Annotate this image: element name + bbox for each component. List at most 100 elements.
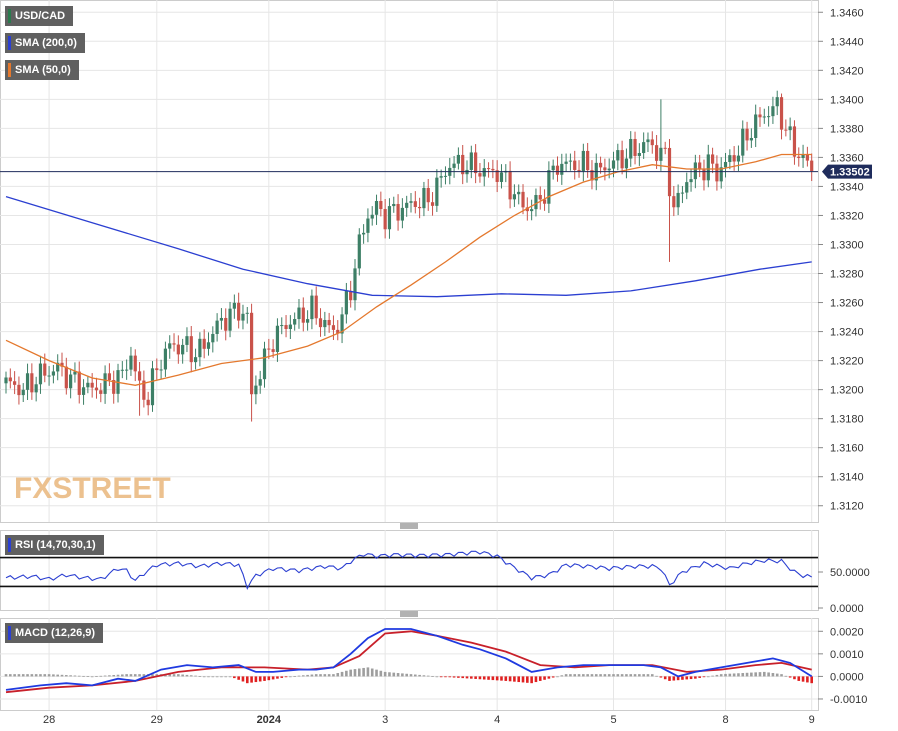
price-panel-frame bbox=[0, 0, 819, 523]
macd-hist-bar-neg bbox=[267, 676, 271, 681]
price-tick-label: 1.3440 bbox=[830, 36, 864, 48]
candle-bull bbox=[206, 342, 211, 349]
candle-bear bbox=[586, 150, 590, 171]
macd-hist-bar-pos bbox=[758, 672, 762, 677]
x-tick-label: 9 bbox=[809, 714, 815, 726]
macd-tick-label: -0.0010 bbox=[830, 694, 867, 706]
price-tick-label: 1.3200 bbox=[830, 385, 864, 397]
candle-bear bbox=[486, 168, 491, 170]
candle-bull bbox=[624, 158, 629, 169]
macd-hist-bar-pos bbox=[86, 676, 90, 677]
macd-hist-bar-pos bbox=[336, 673, 340, 677]
candle-bear bbox=[336, 329, 340, 334]
legend-usdcad[interactable]: USD/CAD bbox=[5, 6, 74, 26]
candle-bear bbox=[758, 114, 762, 118]
candle-bull bbox=[357, 234, 361, 269]
candle-bear bbox=[349, 290, 353, 301]
macd-hist-bar-pos bbox=[414, 674, 417, 677]
macd-hist-bar-neg bbox=[698, 676, 701, 678]
candle-bear bbox=[745, 128, 749, 141]
macd-hist-bar-neg bbox=[508, 676, 512, 682]
macd-signal-line bbox=[5, 630, 812, 694]
macd-hist-bar-pos bbox=[396, 673, 400, 677]
macd-hist-bar-neg bbox=[470, 676, 473, 679]
candle-bull bbox=[564, 161, 568, 164]
candle-bull bbox=[607, 168, 611, 171]
legend-sma200[interactable]: SMA (200,0) bbox=[5, 33, 85, 53]
sma50-line bbox=[5, 153, 812, 386]
legend-rsi[interactable]: RSI (14,70,30,1) bbox=[5, 535, 104, 555]
candle-bull bbox=[517, 191, 521, 195]
macd-hist-bar-pos bbox=[129, 674, 133, 677]
candle-bull bbox=[801, 154, 805, 159]
macd-hist-bar-pos bbox=[323, 674, 327, 677]
macd-hist-bar-pos bbox=[116, 674, 120, 677]
candle-bear bbox=[249, 312, 254, 395]
fxstreet-watermark: FXSTREET bbox=[14, 472, 171, 505]
legend-sma50[interactable]: SMA (50,0) bbox=[5, 60, 79, 80]
macd-hist-bar-pos bbox=[21, 674, 25, 677]
macd-hist-bar-pos bbox=[569, 674, 572, 677]
candle-bull bbox=[499, 172, 504, 182]
macd-hist-bar-pos bbox=[711, 675, 714, 677]
candle-bull bbox=[297, 307, 301, 320]
macd-hist-bar-pos bbox=[4, 674, 8, 677]
last-price-tag bbox=[822, 164, 872, 179]
macd-hist-bar-pos bbox=[556, 676, 559, 678]
macd-hist-bar-pos bbox=[207, 676, 210, 678]
candle-bear bbox=[779, 97, 784, 130]
candle-bull bbox=[400, 207, 404, 221]
macd-hist-bar-neg bbox=[685, 676, 689, 680]
candle-bull bbox=[767, 116, 771, 118]
macd-hist-bar-pos bbox=[108, 675, 111, 677]
price-tick-label: 1.3360 bbox=[830, 152, 864, 164]
macd-hist-bar-neg bbox=[676, 676, 680, 681]
candle-bull bbox=[38, 363, 43, 385]
macd-hist-bar-neg bbox=[254, 676, 258, 683]
macd-hist-bar-neg bbox=[534, 676, 538, 683]
candle-bull bbox=[228, 308, 232, 331]
macd-hist-bar-pos bbox=[99, 675, 103, 677]
macd-hist-bar-pos bbox=[754, 672, 757, 677]
macd-hist-bar-neg bbox=[271, 676, 275, 680]
macd-hist-bar-pos bbox=[220, 676, 223, 678]
macd-line bbox=[5, 628, 813, 691]
candle-bull bbox=[125, 369, 129, 371]
candle-bull bbox=[25, 373, 30, 390]
macd-hist-bar-pos bbox=[56, 674, 60, 677]
macd-hist-bar-pos bbox=[784, 675, 788, 677]
legend-usdcad-swatch bbox=[8, 9, 11, 23]
candle-bull bbox=[241, 313, 245, 321]
candle-bull bbox=[693, 162, 697, 180]
macd-hist-bar-neg bbox=[538, 676, 542, 681]
macd-hist-bar-neg bbox=[810, 676, 813, 684]
candle-bull bbox=[340, 314, 344, 334]
candle-bull bbox=[512, 194, 517, 200]
macd-hist-bar-neg bbox=[668, 676, 671, 681]
candle-bear bbox=[792, 126, 797, 157]
macd-hist-bar-pos bbox=[737, 673, 740, 677]
legend-macd[interactable]: MACD (12,26,9) bbox=[5, 623, 104, 643]
macd-hist-bar-pos bbox=[133, 674, 137, 677]
macd-hist-bar-pos bbox=[34, 674, 38, 677]
candle-bear bbox=[508, 170, 512, 200]
macd-hist-bar-pos bbox=[353, 669, 357, 677]
macd-hist-bar-pos bbox=[771, 673, 775, 677]
macd-hist-bar-neg bbox=[543, 676, 546, 680]
macd-hist-bar-pos bbox=[172, 674, 176, 677]
candle-bull bbox=[736, 155, 741, 162]
candle-bull bbox=[86, 382, 90, 388]
candle-bull bbox=[482, 168, 486, 177]
macd-hist-bar-pos bbox=[125, 674, 128, 677]
macd-hist-bar-neg bbox=[500, 676, 503, 681]
macd-hist-bar-pos bbox=[388, 672, 391, 677]
macd-hist-bar-pos bbox=[43, 674, 47, 677]
candle-bull bbox=[551, 165, 555, 171]
macd-hist-bar-pos bbox=[9, 674, 12, 677]
macd-hist-bar-pos bbox=[607, 674, 611, 677]
candle-bear bbox=[396, 203, 400, 221]
macd-hist-bar-pos bbox=[82, 675, 85, 677]
candle-bear bbox=[577, 169, 581, 172]
macd-hist-bar-pos bbox=[379, 670, 383, 677]
